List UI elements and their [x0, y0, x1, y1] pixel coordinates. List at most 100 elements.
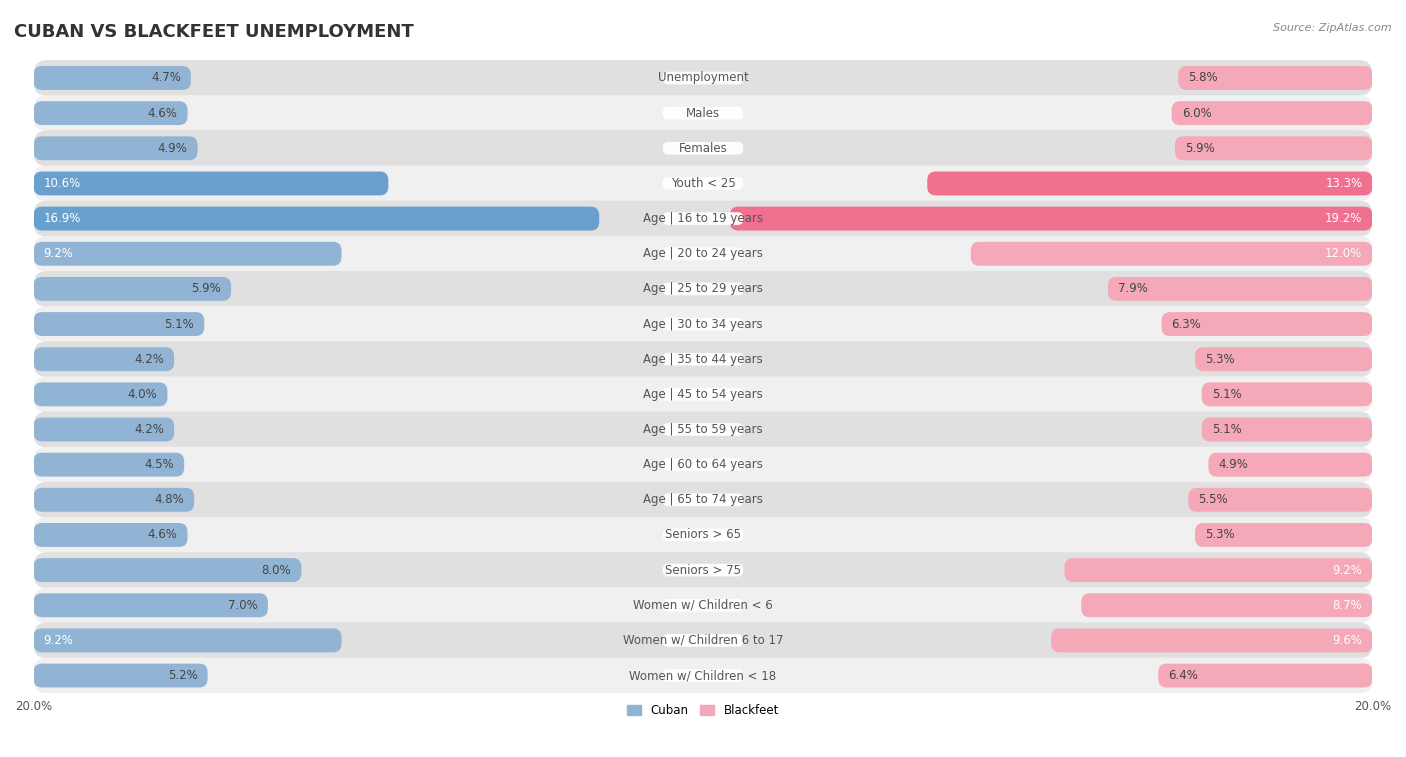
- FancyBboxPatch shape: [1081, 593, 1372, 617]
- Text: Age | 30 to 34 years: Age | 30 to 34 years: [643, 317, 763, 331]
- Text: Women w/ Children < 18: Women w/ Children < 18: [630, 669, 776, 682]
- FancyBboxPatch shape: [1202, 382, 1372, 407]
- FancyBboxPatch shape: [34, 271, 1372, 307]
- FancyBboxPatch shape: [1064, 558, 1372, 582]
- FancyBboxPatch shape: [730, 207, 1372, 231]
- FancyBboxPatch shape: [1108, 277, 1372, 301]
- FancyBboxPatch shape: [34, 347, 174, 371]
- FancyBboxPatch shape: [34, 517, 1372, 553]
- Text: 4.5%: 4.5%: [145, 458, 174, 471]
- FancyBboxPatch shape: [662, 599, 744, 612]
- Text: 12.0%: 12.0%: [1324, 248, 1362, 260]
- FancyBboxPatch shape: [34, 622, 1372, 659]
- FancyBboxPatch shape: [662, 248, 744, 260]
- FancyBboxPatch shape: [662, 107, 744, 120]
- Text: Age | 45 to 54 years: Age | 45 to 54 years: [643, 388, 763, 401]
- FancyBboxPatch shape: [1188, 488, 1372, 512]
- Text: 4.8%: 4.8%: [155, 494, 184, 506]
- FancyBboxPatch shape: [34, 172, 388, 195]
- Legend: Cuban, Blackfeet: Cuban, Blackfeet: [621, 699, 785, 722]
- FancyBboxPatch shape: [34, 136, 198, 160]
- FancyBboxPatch shape: [662, 634, 744, 646]
- Text: 13.3%: 13.3%: [1326, 177, 1362, 190]
- FancyBboxPatch shape: [662, 564, 744, 576]
- FancyBboxPatch shape: [34, 482, 1372, 518]
- FancyBboxPatch shape: [928, 172, 1372, 195]
- Text: 19.2%: 19.2%: [1324, 212, 1362, 225]
- Text: Age | 20 to 24 years: Age | 20 to 24 years: [643, 248, 763, 260]
- FancyBboxPatch shape: [662, 494, 744, 506]
- FancyBboxPatch shape: [34, 523, 187, 547]
- FancyBboxPatch shape: [34, 277, 231, 301]
- Text: 5.1%: 5.1%: [1212, 388, 1241, 401]
- FancyBboxPatch shape: [34, 236, 1372, 272]
- Text: Women w/ Children 6 to 17: Women w/ Children 6 to 17: [623, 634, 783, 647]
- Text: 7.0%: 7.0%: [228, 599, 257, 612]
- Text: 5.1%: 5.1%: [1212, 423, 1241, 436]
- Text: 4.0%: 4.0%: [128, 388, 157, 401]
- FancyBboxPatch shape: [662, 458, 744, 471]
- FancyBboxPatch shape: [662, 282, 744, 295]
- FancyBboxPatch shape: [662, 353, 744, 366]
- Text: Age | 60 to 64 years: Age | 60 to 64 years: [643, 458, 763, 471]
- Text: Males: Males: [686, 107, 720, 120]
- FancyBboxPatch shape: [1202, 418, 1372, 441]
- FancyBboxPatch shape: [34, 312, 204, 336]
- Text: 5.3%: 5.3%: [1205, 353, 1234, 366]
- Text: 9.2%: 9.2%: [44, 634, 73, 647]
- FancyBboxPatch shape: [34, 418, 174, 441]
- Text: 8.0%: 8.0%: [262, 564, 291, 577]
- FancyBboxPatch shape: [1178, 66, 1372, 90]
- Text: 6.0%: 6.0%: [1181, 107, 1212, 120]
- Text: Age | 16 to 19 years: Age | 16 to 19 years: [643, 212, 763, 225]
- Text: 6.3%: 6.3%: [1171, 317, 1201, 331]
- FancyBboxPatch shape: [34, 241, 342, 266]
- Text: 5.3%: 5.3%: [1205, 528, 1234, 541]
- Text: 4.7%: 4.7%: [150, 71, 181, 85]
- FancyBboxPatch shape: [34, 201, 1372, 236]
- FancyBboxPatch shape: [34, 558, 301, 582]
- Text: Source: ZipAtlas.com: Source: ZipAtlas.com: [1274, 23, 1392, 33]
- Text: 9.2%: 9.2%: [1333, 564, 1362, 577]
- FancyBboxPatch shape: [34, 628, 342, 653]
- Text: 4.2%: 4.2%: [134, 353, 165, 366]
- Text: 5.1%: 5.1%: [165, 317, 194, 331]
- FancyBboxPatch shape: [34, 60, 1372, 96]
- Text: 5.9%: 5.9%: [1185, 142, 1215, 154]
- Text: Unemployment: Unemployment: [658, 71, 748, 85]
- Text: 9.6%: 9.6%: [1333, 634, 1362, 647]
- Text: Females: Females: [679, 142, 727, 154]
- FancyBboxPatch shape: [662, 318, 744, 330]
- Text: Age | 25 to 29 years: Age | 25 to 29 years: [643, 282, 763, 295]
- FancyBboxPatch shape: [34, 453, 184, 477]
- Text: 7.9%: 7.9%: [1118, 282, 1147, 295]
- Text: Age | 55 to 59 years: Age | 55 to 59 years: [643, 423, 763, 436]
- FancyBboxPatch shape: [1175, 136, 1372, 160]
- Text: 4.6%: 4.6%: [148, 528, 177, 541]
- Text: Age | 35 to 44 years: Age | 35 to 44 years: [643, 353, 763, 366]
- Text: 9.2%: 9.2%: [44, 248, 73, 260]
- FancyBboxPatch shape: [1195, 347, 1372, 371]
- FancyBboxPatch shape: [662, 423, 744, 436]
- Text: 4.6%: 4.6%: [148, 107, 177, 120]
- Text: 6.4%: 6.4%: [1168, 669, 1198, 682]
- FancyBboxPatch shape: [34, 130, 1372, 167]
- Text: 4.2%: 4.2%: [134, 423, 165, 436]
- Text: Seniors > 65: Seniors > 65: [665, 528, 741, 541]
- Text: Age | 65 to 74 years: Age | 65 to 74 years: [643, 494, 763, 506]
- FancyBboxPatch shape: [34, 587, 1372, 623]
- FancyBboxPatch shape: [662, 388, 744, 400]
- FancyBboxPatch shape: [1052, 628, 1372, 653]
- Text: 4.9%: 4.9%: [1219, 458, 1249, 471]
- Text: Youth < 25: Youth < 25: [671, 177, 735, 190]
- Text: 5.2%: 5.2%: [167, 669, 198, 682]
- FancyBboxPatch shape: [1195, 523, 1372, 547]
- FancyBboxPatch shape: [662, 212, 744, 225]
- Text: Women w/ Children < 6: Women w/ Children < 6: [633, 599, 773, 612]
- FancyBboxPatch shape: [34, 658, 1372, 693]
- Text: CUBAN VS BLACKFEET UNEMPLOYMENT: CUBAN VS BLACKFEET UNEMPLOYMENT: [14, 23, 413, 41]
- FancyBboxPatch shape: [662, 72, 744, 84]
- FancyBboxPatch shape: [34, 412, 1372, 447]
- FancyBboxPatch shape: [34, 376, 1372, 413]
- FancyBboxPatch shape: [662, 177, 744, 190]
